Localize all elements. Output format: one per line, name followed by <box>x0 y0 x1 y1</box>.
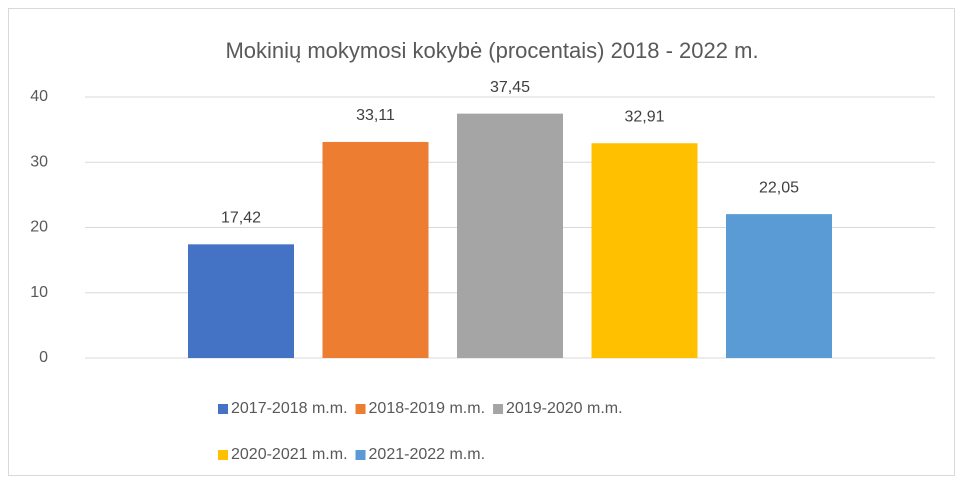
legend-swatch <box>355 450 366 460</box>
bar <box>322 141 429 358</box>
data-label: 33,11 <box>356 107 395 124</box>
legend-swatch <box>218 404 228 414</box>
y-tick-label: 40 <box>30 88 48 105</box>
data-label: 17,42 <box>221 210 261 227</box>
legend-swatch <box>218 450 228 460</box>
chart-title: Mokinių mokymosi kokybė (procentais) 201… <box>225 38 758 63</box>
bar <box>457 113 563 358</box>
bar <box>726 214 832 358</box>
y-tick-label: 30 <box>30 153 48 170</box>
y-tick-label: 20 <box>30 219 48 236</box>
legend-swatch <box>355 404 366 414</box>
legend-label: 2019-2020 m.m. <box>506 400 623 417</box>
legend-label: 2017-2018 m.m. <box>231 400 348 417</box>
legend-label: 2021-2022 m.m. <box>369 446 486 463</box>
bar <box>591 143 698 358</box>
data-label: 32,91 <box>624 108 664 125</box>
legend-label: 2020-2021 m.m. <box>231 446 348 463</box>
legend-label: 2018-2019 m.m. <box>369 400 486 417</box>
data-label: 22,05 <box>759 179 799 196</box>
legend-swatch <box>493 404 504 414</box>
y-tick-label: 10 <box>30 284 48 301</box>
bar <box>188 244 294 358</box>
y-tick-label: 0 <box>39 349 48 366</box>
data-label: 37,45 <box>490 79 530 96</box>
